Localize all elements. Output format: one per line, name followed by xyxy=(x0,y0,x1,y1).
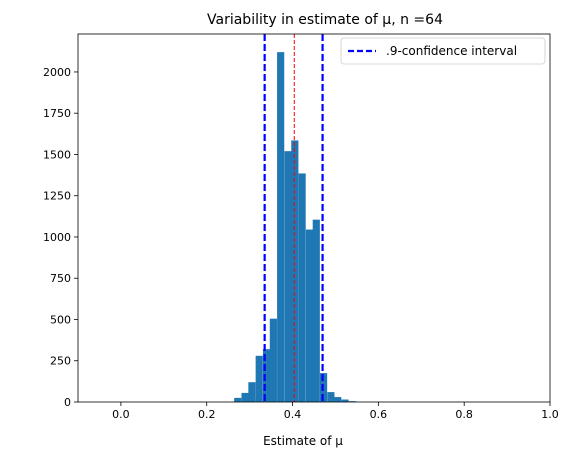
plot-frame xyxy=(77,33,551,403)
y-axis: 0 250 500 750 1000 1250 1500 1750 2000 xyxy=(43,66,78,409)
y-tick-label: 500 xyxy=(50,313,71,326)
x-axis: 0.0 0.2 0.4 0.6 0.8 1.0 xyxy=(112,402,559,421)
legend-label: .9-confidence interval xyxy=(386,44,517,58)
x-tick-label: 0.8 xyxy=(455,408,473,421)
y-tick-label: 1000 xyxy=(43,231,71,244)
histogram-bar-10 xyxy=(305,229,314,402)
reference-lines-group xyxy=(263,34,324,402)
legend-box xyxy=(340,37,546,65)
histogram-bar-3 xyxy=(255,355,263,402)
x-tick-label: 0.4 xyxy=(284,408,302,421)
histogram-bar-13 xyxy=(327,392,335,402)
y-tick-label: 750 xyxy=(50,272,71,285)
x-tick-label: 0.6 xyxy=(370,408,388,421)
x-tick-label: 0.0 xyxy=(112,408,130,421)
legend: .9-confidence interval xyxy=(340,37,546,65)
x-tick-label: 1.0 xyxy=(541,408,559,421)
histogram-bar-8 xyxy=(291,140,299,403)
histogram-bar-5 xyxy=(269,318,277,402)
histogram-bar-2 xyxy=(248,382,256,402)
histogram-bar-14 xyxy=(334,397,342,402)
histogram-bar-15 xyxy=(341,399,349,402)
y-tick-label: 1250 xyxy=(43,190,71,203)
histogram-bar-1 xyxy=(241,392,249,402)
histogram-bar-7 xyxy=(284,151,292,402)
y-tick-label: 1500 xyxy=(43,148,71,161)
histogram-bar-4 xyxy=(262,349,271,402)
histogram-bar-16 xyxy=(348,401,356,402)
y-tick-label: 2000 xyxy=(43,66,71,79)
chart-title: Variability in estimate of μ, n =64 xyxy=(207,12,443,28)
x-tick-label: 0.2 xyxy=(198,408,216,421)
y-tick-label: 250 xyxy=(50,355,71,368)
x-axis-label: Estimate of μ xyxy=(263,434,343,448)
histogram-bar-0 xyxy=(234,397,242,402)
histogram-bar-9 xyxy=(298,173,306,402)
histogram-bar-6 xyxy=(277,52,285,402)
histogram-bar-11 xyxy=(312,219,320,402)
bars-group xyxy=(234,52,356,403)
y-tick-label: 0 xyxy=(64,396,71,409)
y-tick-label: 1750 xyxy=(43,107,71,120)
